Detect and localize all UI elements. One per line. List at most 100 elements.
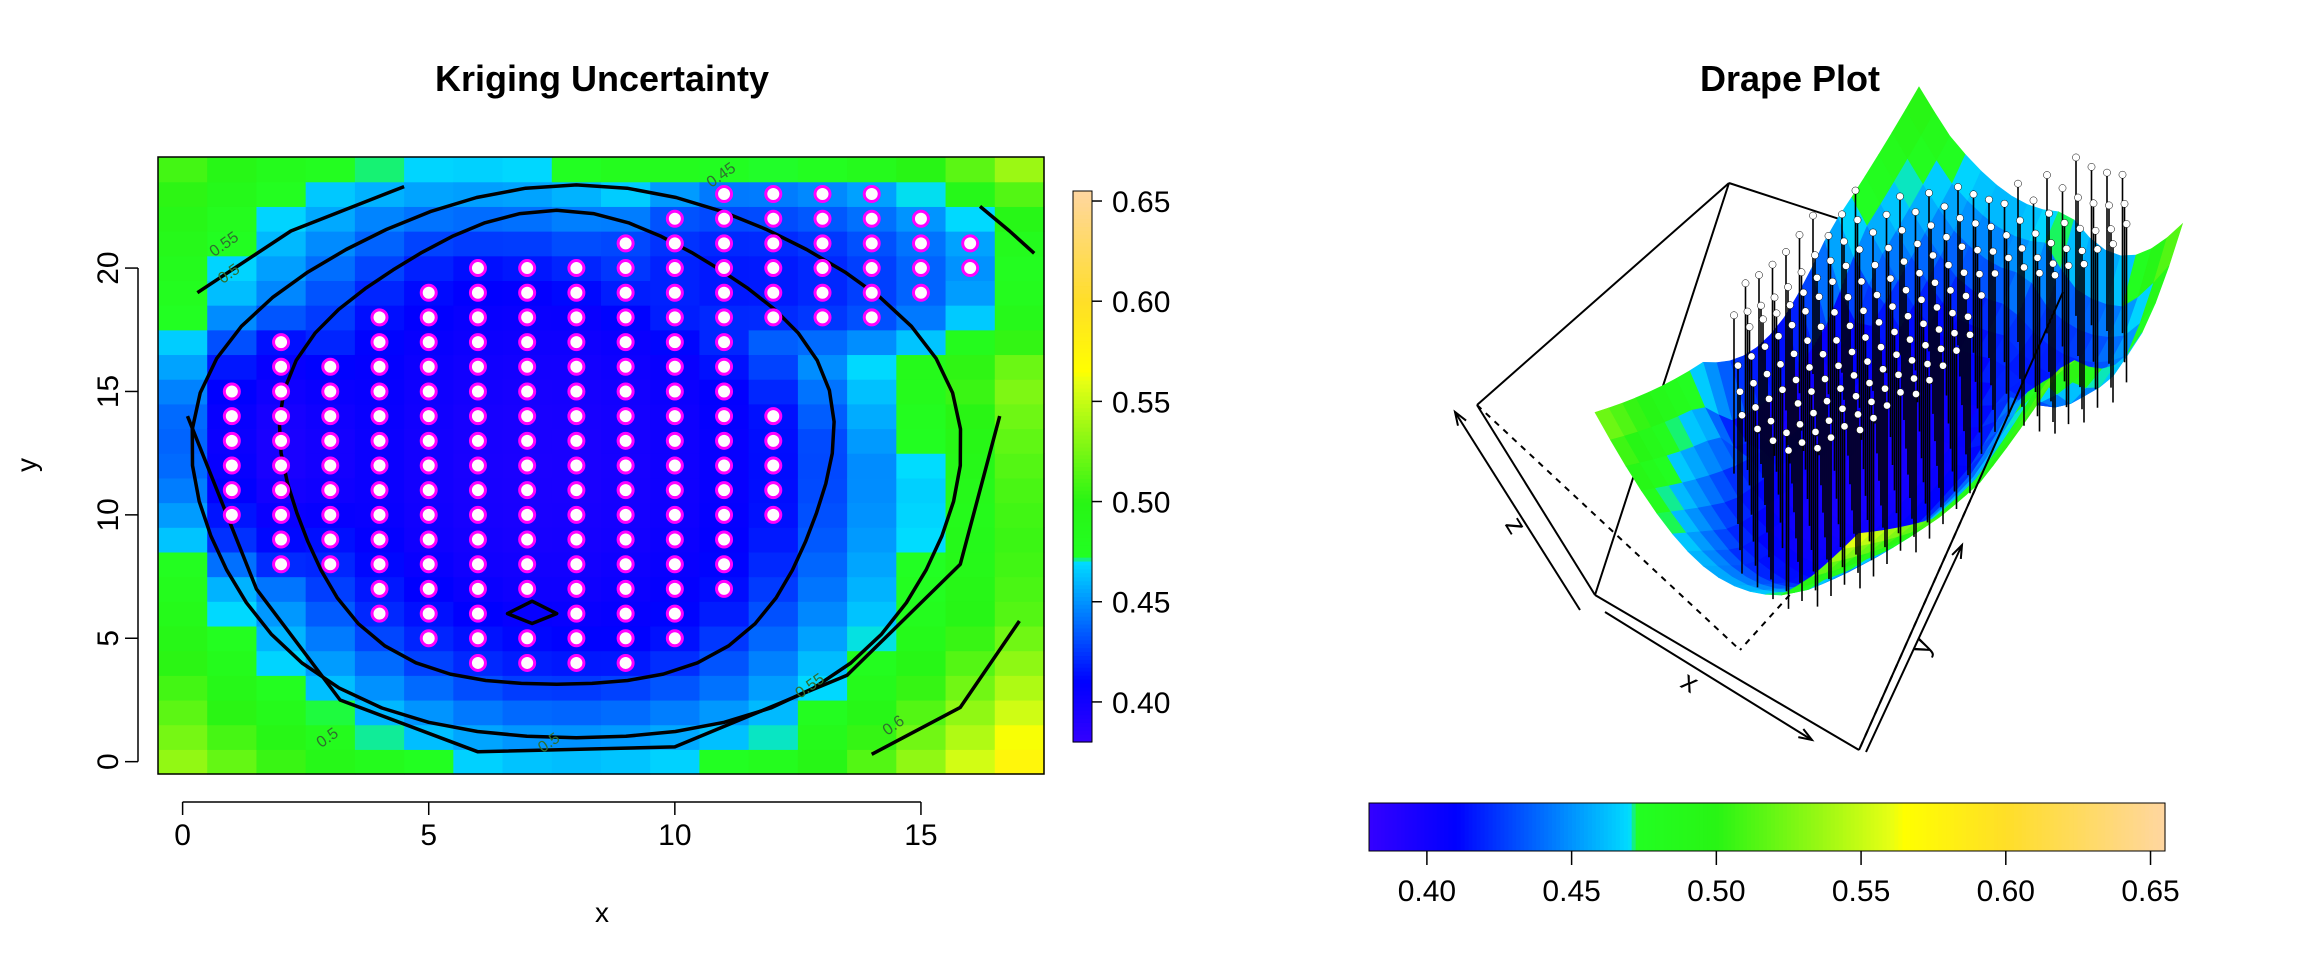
heatmap-cell xyxy=(256,305,307,331)
heatmap-cell xyxy=(158,354,208,380)
surface-point xyxy=(1881,384,1889,393)
sample-point xyxy=(665,431,684,450)
heatmap-cell xyxy=(994,354,1045,380)
heatmap-cell xyxy=(896,157,947,183)
surface-point xyxy=(1908,356,1916,365)
sample-point xyxy=(419,382,438,401)
sample-point xyxy=(715,530,734,549)
heatmap-cell xyxy=(699,601,750,627)
heatmap-cell xyxy=(502,157,553,183)
surface-point xyxy=(1805,363,1814,372)
heatmap-cell xyxy=(207,206,258,232)
surface-point xyxy=(1987,223,1995,231)
surface-point xyxy=(1850,371,1858,380)
surface-point xyxy=(1896,388,1905,397)
surface-point xyxy=(1931,278,1939,287)
sample-point xyxy=(272,505,291,524)
surface-point xyxy=(1807,387,1816,396)
heatmap-cell xyxy=(945,280,996,306)
sample-point xyxy=(665,555,684,574)
surface-point xyxy=(1751,403,1760,412)
surface-point xyxy=(1741,279,1750,288)
surface-point xyxy=(1819,350,1827,359)
surface-point xyxy=(1952,346,1961,355)
surface-point xyxy=(1836,384,1845,393)
heatmap-cell xyxy=(158,749,208,775)
y-axis-label: y xyxy=(11,458,42,472)
surface-point xyxy=(2080,260,2088,268)
z-axis-arrow xyxy=(1454,411,1581,611)
heatmap-cell xyxy=(847,453,897,479)
surface-point xyxy=(2078,247,2086,255)
heatmap-cell xyxy=(994,181,1045,207)
heatmap-cell xyxy=(994,453,1045,479)
surface-point xyxy=(2020,263,2028,272)
surface-point xyxy=(1734,361,1742,370)
heatmap-cell xyxy=(158,551,208,578)
heatmap-cell xyxy=(158,231,208,257)
heatmap-cell xyxy=(354,749,405,775)
heatmap-cell xyxy=(207,181,258,207)
sample-point xyxy=(518,579,537,598)
surface-point xyxy=(1747,352,1756,361)
sample-point xyxy=(665,481,684,500)
sample-point xyxy=(370,555,389,574)
surface-point xyxy=(1801,307,1810,316)
heatmap-cell xyxy=(797,601,848,627)
sample-point xyxy=(419,604,438,623)
surface-point xyxy=(1768,260,1777,269)
sample-point xyxy=(665,259,684,278)
heatmap-cell xyxy=(896,403,947,430)
heatmap-cell xyxy=(994,724,1045,750)
sample-point xyxy=(518,653,537,672)
heatmap-cell xyxy=(797,428,848,454)
heatmap-cell xyxy=(945,650,996,676)
surface-point xyxy=(1772,309,1781,318)
surface-point xyxy=(2018,244,2026,253)
colorbar-tick-label: 0.40 xyxy=(1112,687,1170,720)
surface-point xyxy=(1939,361,1947,370)
heatmap-cell xyxy=(453,231,504,257)
heatmap-cell xyxy=(994,502,1045,528)
heatmap-cell xyxy=(847,601,897,627)
surface-point xyxy=(1784,446,1793,455)
surface-point xyxy=(1886,274,1895,283)
surface-point xyxy=(1821,375,1829,383)
surface-point xyxy=(2051,271,2059,280)
sample-point xyxy=(911,259,930,278)
surface-point xyxy=(1790,350,1798,358)
sample-point xyxy=(616,579,635,598)
surface-point xyxy=(2002,231,2011,240)
surface-point xyxy=(1743,307,1752,316)
y-tick-label: 5 xyxy=(92,630,125,647)
heatmap-cell xyxy=(945,329,996,356)
heatmap-cell xyxy=(650,675,701,701)
sample-point xyxy=(715,481,734,500)
heatmap-cell xyxy=(305,231,356,257)
surface-point xyxy=(1803,336,1812,345)
heatmap-cell xyxy=(453,157,504,183)
sample-point xyxy=(272,357,291,376)
heatmap-title: Kriging Uncertainty xyxy=(435,58,769,99)
heatmap-cell xyxy=(797,551,848,578)
surface-point xyxy=(1853,216,1862,224)
heatmap-cell xyxy=(797,157,848,183)
heatmap-cell xyxy=(158,280,208,306)
heatmap-cell xyxy=(256,625,307,652)
surface-point xyxy=(1898,226,1906,235)
sample-point xyxy=(813,185,832,204)
sample-point xyxy=(468,333,487,352)
sample-point xyxy=(370,407,389,426)
heatmap-cell xyxy=(896,428,947,454)
heatmap-cell xyxy=(847,354,897,380)
colorbar-tick-label: 0.65 xyxy=(1112,186,1170,219)
contour-line xyxy=(505,599,559,626)
sample-point xyxy=(567,555,586,574)
heatmap-cell xyxy=(601,749,651,775)
surface-point xyxy=(1929,251,1937,260)
heatmap-cell xyxy=(896,477,947,504)
sample-point xyxy=(665,333,684,352)
surface-point xyxy=(1888,302,1897,311)
sample-point xyxy=(370,308,389,327)
sample-point xyxy=(222,456,241,475)
